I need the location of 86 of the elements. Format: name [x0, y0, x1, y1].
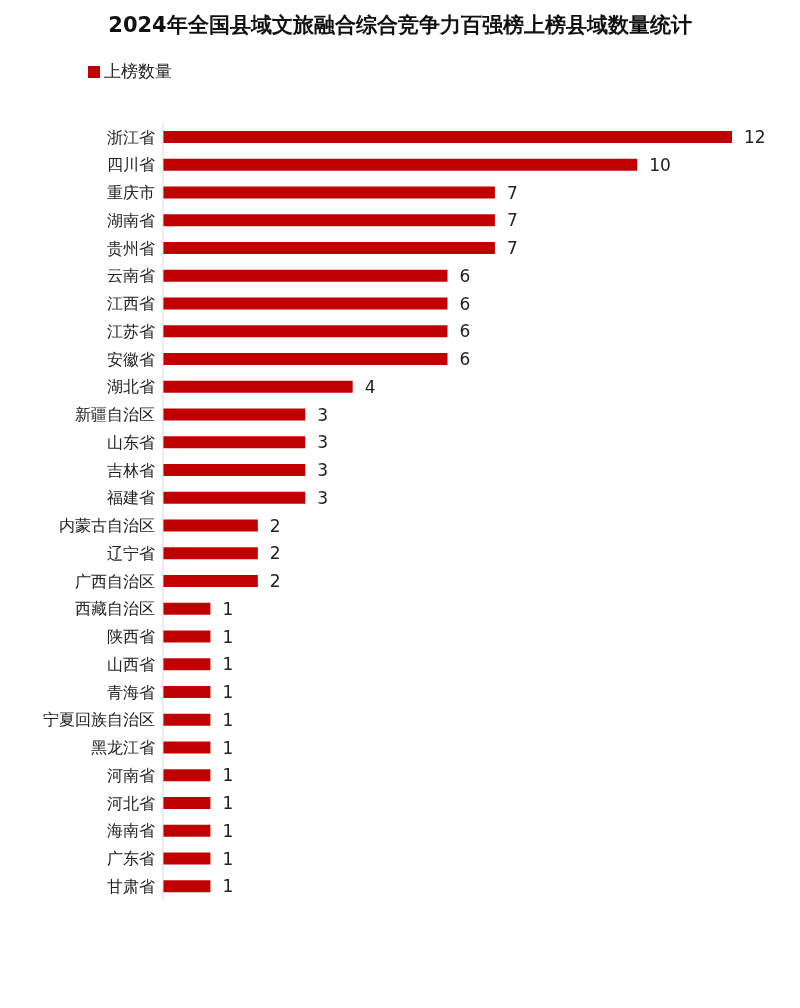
- data-label: 3: [317, 460, 329, 481]
- data-label: 1: [222, 876, 234, 897]
- bar: [163, 575, 258, 587]
- y-tick-label: 浙江省: [107, 127, 155, 147]
- y-tick-label: 黑龙江省: [91, 738, 155, 758]
- data-label: 7: [506, 210, 518, 231]
- data-label: 1: [222, 848, 234, 869]
- data-label: 1: [222, 793, 234, 814]
- data-label: 1: [222, 820, 234, 841]
- chart-title: 2024年全国县域文旅融合综合竞争力百强榜上榜县域数量统计: [107, 12, 693, 39]
- bar: [163, 436, 306, 449]
- y-tick-label: 江苏省: [107, 321, 155, 341]
- y-tick-label: 陕西省: [107, 627, 155, 647]
- bar: [163, 824, 211, 837]
- bar: [163, 353, 448, 365]
- bar: [163, 214, 495, 227]
- y-tick-label: 海南省: [107, 821, 155, 841]
- data-label: 1: [222, 765, 234, 786]
- data-label: 1: [222, 709, 234, 730]
- legend-label: 上榜数量: [104, 61, 172, 81]
- bar: [163, 464, 306, 476]
- y-tick-label: 贵州省: [107, 238, 155, 258]
- y-tick-label: 河南省: [107, 765, 155, 785]
- data-label: 7: [506, 238, 518, 259]
- data-label: 1: [222, 737, 234, 758]
- bar: [163, 131, 732, 143]
- y-tick-label: 河北省: [107, 793, 155, 813]
- y-tick-label: 四川省: [107, 155, 155, 175]
- bar: [163, 297, 448, 310]
- y-tick-label: 湖北省: [107, 377, 155, 397]
- y-tick-label: 辽宁省: [107, 543, 155, 563]
- y-tick-label: 青海省: [107, 682, 155, 702]
- data-label: 3: [317, 404, 329, 425]
- bar: [163, 686, 211, 698]
- y-tick-label: 宁夏回族自治区: [43, 710, 155, 730]
- data-label: 12: [744, 127, 766, 148]
- y-tick-label: 内蒙古自治区: [59, 516, 155, 536]
- data-label: 6: [459, 293, 471, 314]
- bar: [163, 630, 211, 643]
- y-tick-label: 广西自治区: [75, 571, 155, 591]
- bar: [163, 519, 258, 532]
- bar: [163, 547, 258, 560]
- bar: [163, 741, 211, 754]
- data-label: 10: [649, 154, 671, 175]
- data-label: 1: [222, 654, 234, 675]
- data-label: 3: [317, 432, 329, 453]
- data-label: 7: [506, 182, 518, 203]
- bar: [163, 769, 211, 782]
- y-tick-label: 西藏自治区: [75, 599, 155, 619]
- data-label: 1: [222, 598, 234, 619]
- data-label: 2: [269, 543, 281, 564]
- data-label: 1: [222, 682, 234, 703]
- bar: [163, 242, 495, 254]
- data-label: 6: [459, 265, 471, 286]
- y-tick-label: 云南省: [107, 266, 155, 286]
- bar: [163, 852, 211, 865]
- data-label: 3: [317, 487, 329, 508]
- bar: [163, 408, 306, 421]
- y-tick-label: 重庆市: [107, 183, 155, 203]
- bar: [163, 713, 211, 726]
- data-label: 6: [459, 349, 471, 370]
- y-tick-label: 江西省: [107, 294, 155, 314]
- y-tick-label: 新疆自治区: [75, 405, 155, 425]
- bar: [163, 658, 211, 671]
- y-tick-label: 安徽省: [107, 349, 155, 369]
- bar: [163, 491, 306, 504]
- y-tick-label: 甘肃省: [107, 876, 155, 896]
- data-label: 6: [459, 321, 471, 342]
- y-tick-label: 福建省: [107, 488, 155, 508]
- bar: [163, 325, 448, 338]
- data-label: 2: [269, 571, 281, 592]
- y-tick-label: 山西省: [107, 654, 155, 674]
- y-tick-label: 广东省: [107, 849, 155, 869]
- bar: [163, 602, 211, 615]
- y-tick-label: 吉林省: [107, 460, 155, 480]
- bar: [163, 158, 638, 171]
- bar: [163, 269, 448, 282]
- bar: [163, 880, 211, 893]
- data-label: 1: [222, 626, 234, 647]
- data-label: 2: [269, 515, 281, 536]
- bar: [163, 380, 353, 393]
- data-label: 4: [364, 376, 376, 397]
- y-tick-label: 湖南省: [107, 210, 155, 230]
- y-tick-label: 山东省: [107, 432, 155, 452]
- bar: [163, 797, 211, 809]
- bar: [163, 186, 495, 199]
